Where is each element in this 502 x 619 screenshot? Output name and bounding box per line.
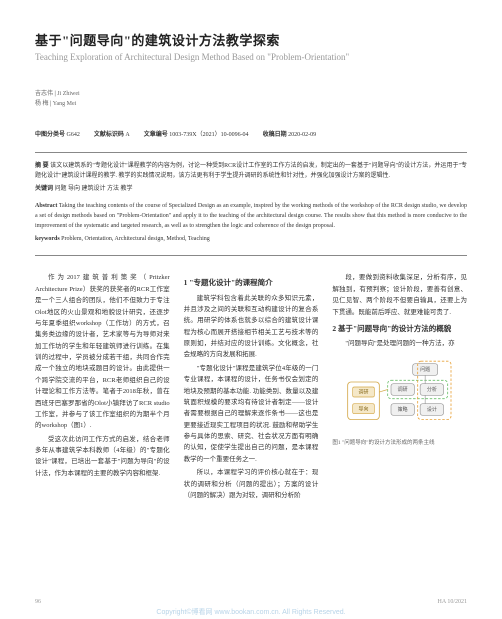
article-value: 1003-739X（2021）10-0096-04: [169, 132, 248, 138]
abstract-zh-text: 该文以建筑系的"专题化设计"课程教学的内容为例，讨论一种受到RCR设计工作室的工…: [35, 163, 467, 179]
metadata-row: 中图分类号 G642 文献标识码 A 文章编号 1003-739X（2021）1…: [35, 129, 467, 138]
copyright-line: Copyright©博看网 www.bookan.com.cn. All Rig…: [0, 607, 502, 617]
abstract-en-text: Taking the teaching contents of the cour…: [35, 203, 467, 229]
figure-svg: 调研 导向 问题 调研 分析 策略 设计: [332, 357, 467, 432]
author-en-1: Ji Zhiwei: [57, 91, 80, 97]
col2-p3: 所以，本课程学习的评价核心就在于：现状的调研和分析（问题的提出）；方案的设计（问…: [184, 467, 319, 501]
section-2-title: 2 基于"问题导向"的设计方法的概貌: [332, 322, 467, 335]
keywords-en: Problem, Orientation, Architectural desi…: [61, 236, 210, 242]
title-cn: 基于"问题导向"的建筑设计方法教学探索: [35, 30, 467, 49]
page-number: 96: [35, 599, 41, 605]
doc-label: 文献标识码: [94, 132, 124, 138]
doc-value: A: [125, 132, 129, 138]
keywords-zh: 问题 导向 建筑设计 方法 教学: [55, 186, 133, 192]
article-label: 文章编号: [144, 132, 168, 138]
col2-p2: "专题化设计"课程是建筑学位4年级的一门专业课程，本课程的设计，任务书仅会划定的…: [184, 363, 319, 465]
col3-p2: "问题导向"是处理问题的一种方法，亦: [332, 338, 467, 349]
col2-p1: 建筑学科包含着此关联的众多知识元素，并且涉及之间的关联和互动构建设计的复合系统。…: [184, 293, 319, 361]
figure-caption: 图1 "问题导向"的设计方法形成的两条主线: [332, 439, 467, 449]
class-label: 中图分类号: [35, 132, 65, 138]
col1-p2: 受这次此访问工作方式的启发，结合老师多年从事建筑学本科教师（4年级）的"专题化设…: [35, 434, 170, 480]
column-2: 1 "专题化设计"的课程简介 建筑学科包含着此关联的众多知识元素，并且涉及之间的…: [184, 272, 319, 503]
author-en-2: Yang Mei: [53, 101, 77, 107]
date-value: 2020-02-09: [288, 132, 316, 138]
page-footer: 96 HA 10/2021: [35, 599, 467, 605]
keywords-en-label: keywords: [35, 236, 60, 242]
authors-block: 吉志伟 | Ji Zhiwei 杨 梅 | Yang Mei: [35, 89, 467, 109]
abstract-zh-label: 摘 要: [35, 163, 49, 169]
col3-p1: 段，要做到资料收集深足，分析有序，见解独到，有预判察；设计阶段，要善有创意、见仁…: [332, 272, 467, 318]
author-cn-2: 杨 梅: [35, 101, 49, 107]
journal-issue: HA 10/2021: [437, 599, 467, 605]
section-1-title: 1 "专题化设计"的课程简介: [184, 276, 319, 289]
figure-1: 调研 导向 问题 调研 分析 策略 设计: [332, 357, 467, 448]
abstract-block: 摘 要 该文以建筑系的"专题化设计"课程教学的内容为例，讨论一种受到RCR设计工…: [35, 152, 467, 256]
column-3: 段，要做到资料收集深足，分析有序，见解独到，有预判察；设计阶段，要善有创意、见仁…: [332, 272, 467, 503]
title-en: Teaching Exploration of Architectural De…: [35, 52, 467, 64]
keywords-zh-label: 关键词: [35, 186, 53, 192]
col1-p1: 作为2017建筑普利策奖（Pritzker Architecture Prize…: [35, 272, 170, 431]
class-value: G642: [67, 132, 80, 138]
body-columns: 作为2017建筑普利策奖（Pritzker Architecture Prize…: [35, 272, 467, 503]
abstract-en-label: Abstract: [35, 203, 57, 209]
column-1: 作为2017建筑普利策奖（Pritzker Architecture Prize…: [35, 272, 170, 503]
date-label: 收稿日期: [263, 132, 287, 138]
author-cn-1: 吉志伟: [35, 91, 53, 97]
